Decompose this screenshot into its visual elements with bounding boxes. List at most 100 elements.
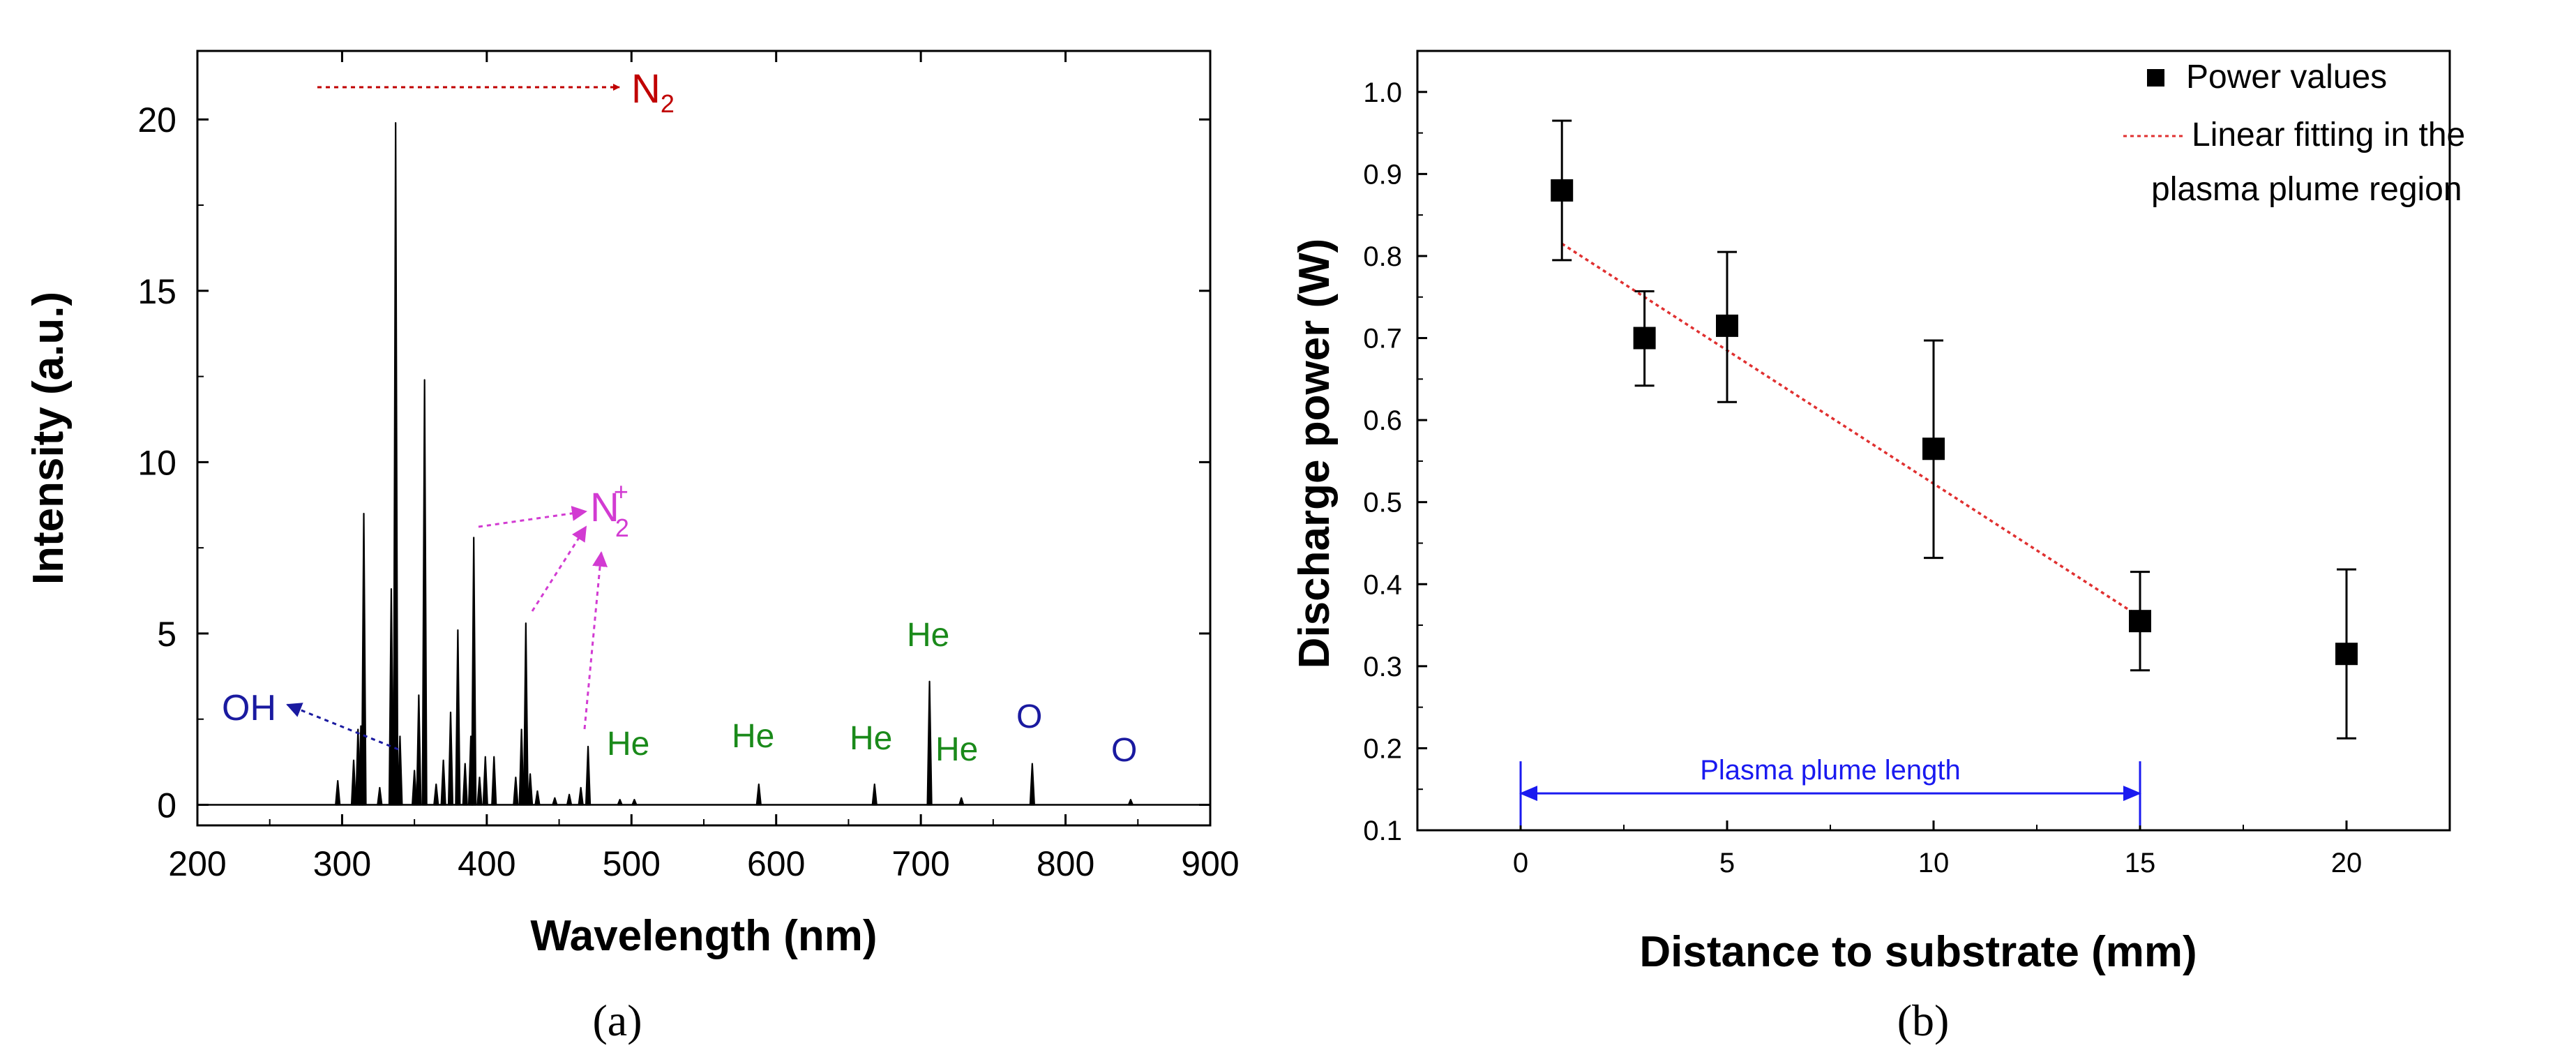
spectrum-peak bbox=[552, 797, 558, 806]
panel-b-xtick-label: 10 bbox=[1918, 848, 1950, 878]
panel-a-ytick-label: 10 bbox=[137, 443, 176, 482]
panel-b-ytick-label: 0.3 bbox=[1363, 652, 1402, 682]
power-point bbox=[1633, 327, 1656, 350]
spectrum-peak bbox=[476, 777, 483, 806]
spectrum-peak bbox=[617, 799, 623, 806]
legend-label-fit-line2: plasma plume region bbox=[2151, 171, 2462, 208]
spectrum-peak bbox=[566, 793, 573, 806]
panel-a-ytick-label: 20 bbox=[137, 100, 176, 140]
plume-length-annotation: Plasma plume length bbox=[1519, 755, 2141, 826]
spectrum-peak bbox=[578, 786, 584, 806]
spectrum-peak bbox=[361, 512, 367, 806]
spectrum-peak bbox=[926, 680, 933, 806]
he-label-728nm: He bbox=[935, 731, 978, 768]
spectrum-peak bbox=[631, 799, 638, 806]
panel-b-ytick-label: 0.1 bbox=[1363, 816, 1402, 846]
spectrum-peak bbox=[447, 711, 454, 806]
oh-label: OH bbox=[222, 688, 276, 728]
spectrum-peak bbox=[527, 773, 534, 806]
spectrum-peak bbox=[416, 694, 422, 806]
o-label-777nm: O bbox=[1016, 698, 1042, 735]
panel-b-x-axis: 0 5 10 15 20 bbox=[1513, 821, 2362, 878]
panel-b-ylabel: Discharge power (W) bbox=[1290, 239, 1339, 669]
panel-a-ytick-label: 5 bbox=[157, 615, 176, 654]
spectrum-peak bbox=[491, 756, 497, 806]
spectrum-peak bbox=[1127, 799, 1134, 806]
n2plus-arrow-2 bbox=[531, 525, 587, 612]
spectrum-peak bbox=[393, 122, 399, 806]
spectrum-peak bbox=[433, 783, 439, 806]
panel-a-xtick-label: 400 bbox=[458, 844, 515, 883]
legend-label-power: Power values bbox=[2186, 59, 2387, 96]
panel-a-xtick-label: 200 bbox=[168, 844, 226, 883]
panel-a-frame bbox=[196, 50, 1212, 827]
panel-a-ylabel: Intensity (a.u.) bbox=[24, 292, 73, 585]
spectrum-peak bbox=[455, 629, 461, 806]
n2-label: N2 bbox=[631, 66, 675, 118]
panel-b-xtick-label: 0 bbox=[1513, 848, 1528, 878]
fit-line bbox=[1561, 242, 2141, 618]
panel-a-xlabel: Wavelength (nm) bbox=[530, 912, 877, 960]
spectrum-peak bbox=[871, 783, 878, 806]
oh-arrow bbox=[286, 703, 399, 751]
panel-b-ytick-label: 0.8 bbox=[1363, 241, 1402, 272]
power-point bbox=[2129, 610, 2151, 633]
panel-b-ytick-label: 0.2 bbox=[1363, 733, 1402, 764]
panel-b-xlabel: Distance to substrate (mm) bbox=[1639, 928, 2197, 976]
panel-a-xtick-label: 900 bbox=[1181, 844, 1239, 883]
he-label-588nm: He bbox=[732, 718, 774, 755]
panel-b-legend: Power values Linear fitting in the plasm… bbox=[2123, 59, 2465, 208]
spectrum-peak bbox=[462, 763, 468, 806]
panel-a-y-axis: 0 5 10 15 20 bbox=[137, 100, 1210, 825]
spectrum-peak bbox=[440, 759, 446, 806]
spectrum-peak bbox=[518, 728, 525, 806]
n2plus-arrow-3 bbox=[583, 551, 608, 730]
panel-b-xtick-label: 5 bbox=[1719, 848, 1735, 878]
spectrum-peak bbox=[534, 790, 541, 806]
panel-b-power-series bbox=[1551, 119, 2358, 740]
panel-a-xtick-label: 600 bbox=[747, 844, 805, 883]
spectrum-peak bbox=[1029, 763, 1035, 806]
spectrum-peak bbox=[482, 756, 488, 806]
panel-a-xtick-label: 700 bbox=[891, 844, 949, 883]
panel-b-fit-line bbox=[1561, 242, 2141, 618]
spectrum-peak bbox=[350, 759, 357, 806]
he-label-502nm: He bbox=[607, 726, 649, 763]
panel-b-ytick-label: 0.6 bbox=[1363, 405, 1402, 436]
n2plus-arrow-1 bbox=[478, 505, 587, 528]
panel-a-caption: (a) bbox=[592, 996, 642, 1045]
he-label-706nm: He bbox=[907, 617, 949, 654]
spectrum-peak bbox=[755, 783, 762, 806]
spectrum-peak bbox=[585, 745, 592, 806]
spectrum-peak bbox=[377, 786, 383, 806]
power-point bbox=[1551, 179, 1574, 202]
panel-a-spectrum: 200 300 400 500 600 700 800 900 0 5 10 15 20 Wavele… bbox=[24, 50, 1240, 1045]
panel-b-ytick-label: 0.9 bbox=[1363, 159, 1402, 190]
spectrum-peak bbox=[412, 770, 418, 806]
spectrum-peak bbox=[522, 622, 529, 806]
power-point bbox=[1922, 437, 1945, 460]
panel-b-ytick-label: 0.5 bbox=[1363, 488, 1402, 518]
he-label-668nm: He bbox=[850, 720, 892, 757]
panel-a-xtick-label: 300 bbox=[313, 844, 371, 883]
plume-length-label: Plasma plume length bbox=[1700, 755, 1961, 786]
panel-b-power: 0 5 10 15 20 0.10.20.30.40.50.60.70.80.91.0 … bbox=[1290, 50, 2465, 1045]
legend-label-fit-line1: Linear fitting in the bbox=[2192, 117, 2465, 153]
panel-a-ytick-label: 15 bbox=[137, 272, 176, 311]
spectrum-peak bbox=[958, 797, 965, 806]
panel-b-xtick-label: 15 bbox=[2125, 848, 2156, 878]
panel-b-y-axis: 0.1 0.2 0.3 0.4 0.5 0.6 0.7 0.8 0.9 1.0 bbox=[1363, 50, 1427, 846]
spectrum-peak bbox=[397, 735, 403, 806]
panel-b-xtick-label: 20 bbox=[2331, 848, 2363, 878]
spectrum-peak bbox=[388, 588, 395, 806]
power-point bbox=[2335, 643, 2358, 666]
panel-a-spectrum-trace bbox=[199, 122, 1209, 806]
panel-a-xtick-label: 500 bbox=[603, 844, 661, 883]
panel-a-ytick-label: 0 bbox=[157, 786, 176, 825]
spectrum-peak bbox=[335, 780, 341, 806]
legend-marker-power bbox=[2147, 69, 2164, 87]
spectrum-peak bbox=[421, 379, 428, 806]
power-point bbox=[1716, 314, 1738, 337]
panel-b-ytick-label: 1.0 bbox=[1363, 77, 1402, 108]
